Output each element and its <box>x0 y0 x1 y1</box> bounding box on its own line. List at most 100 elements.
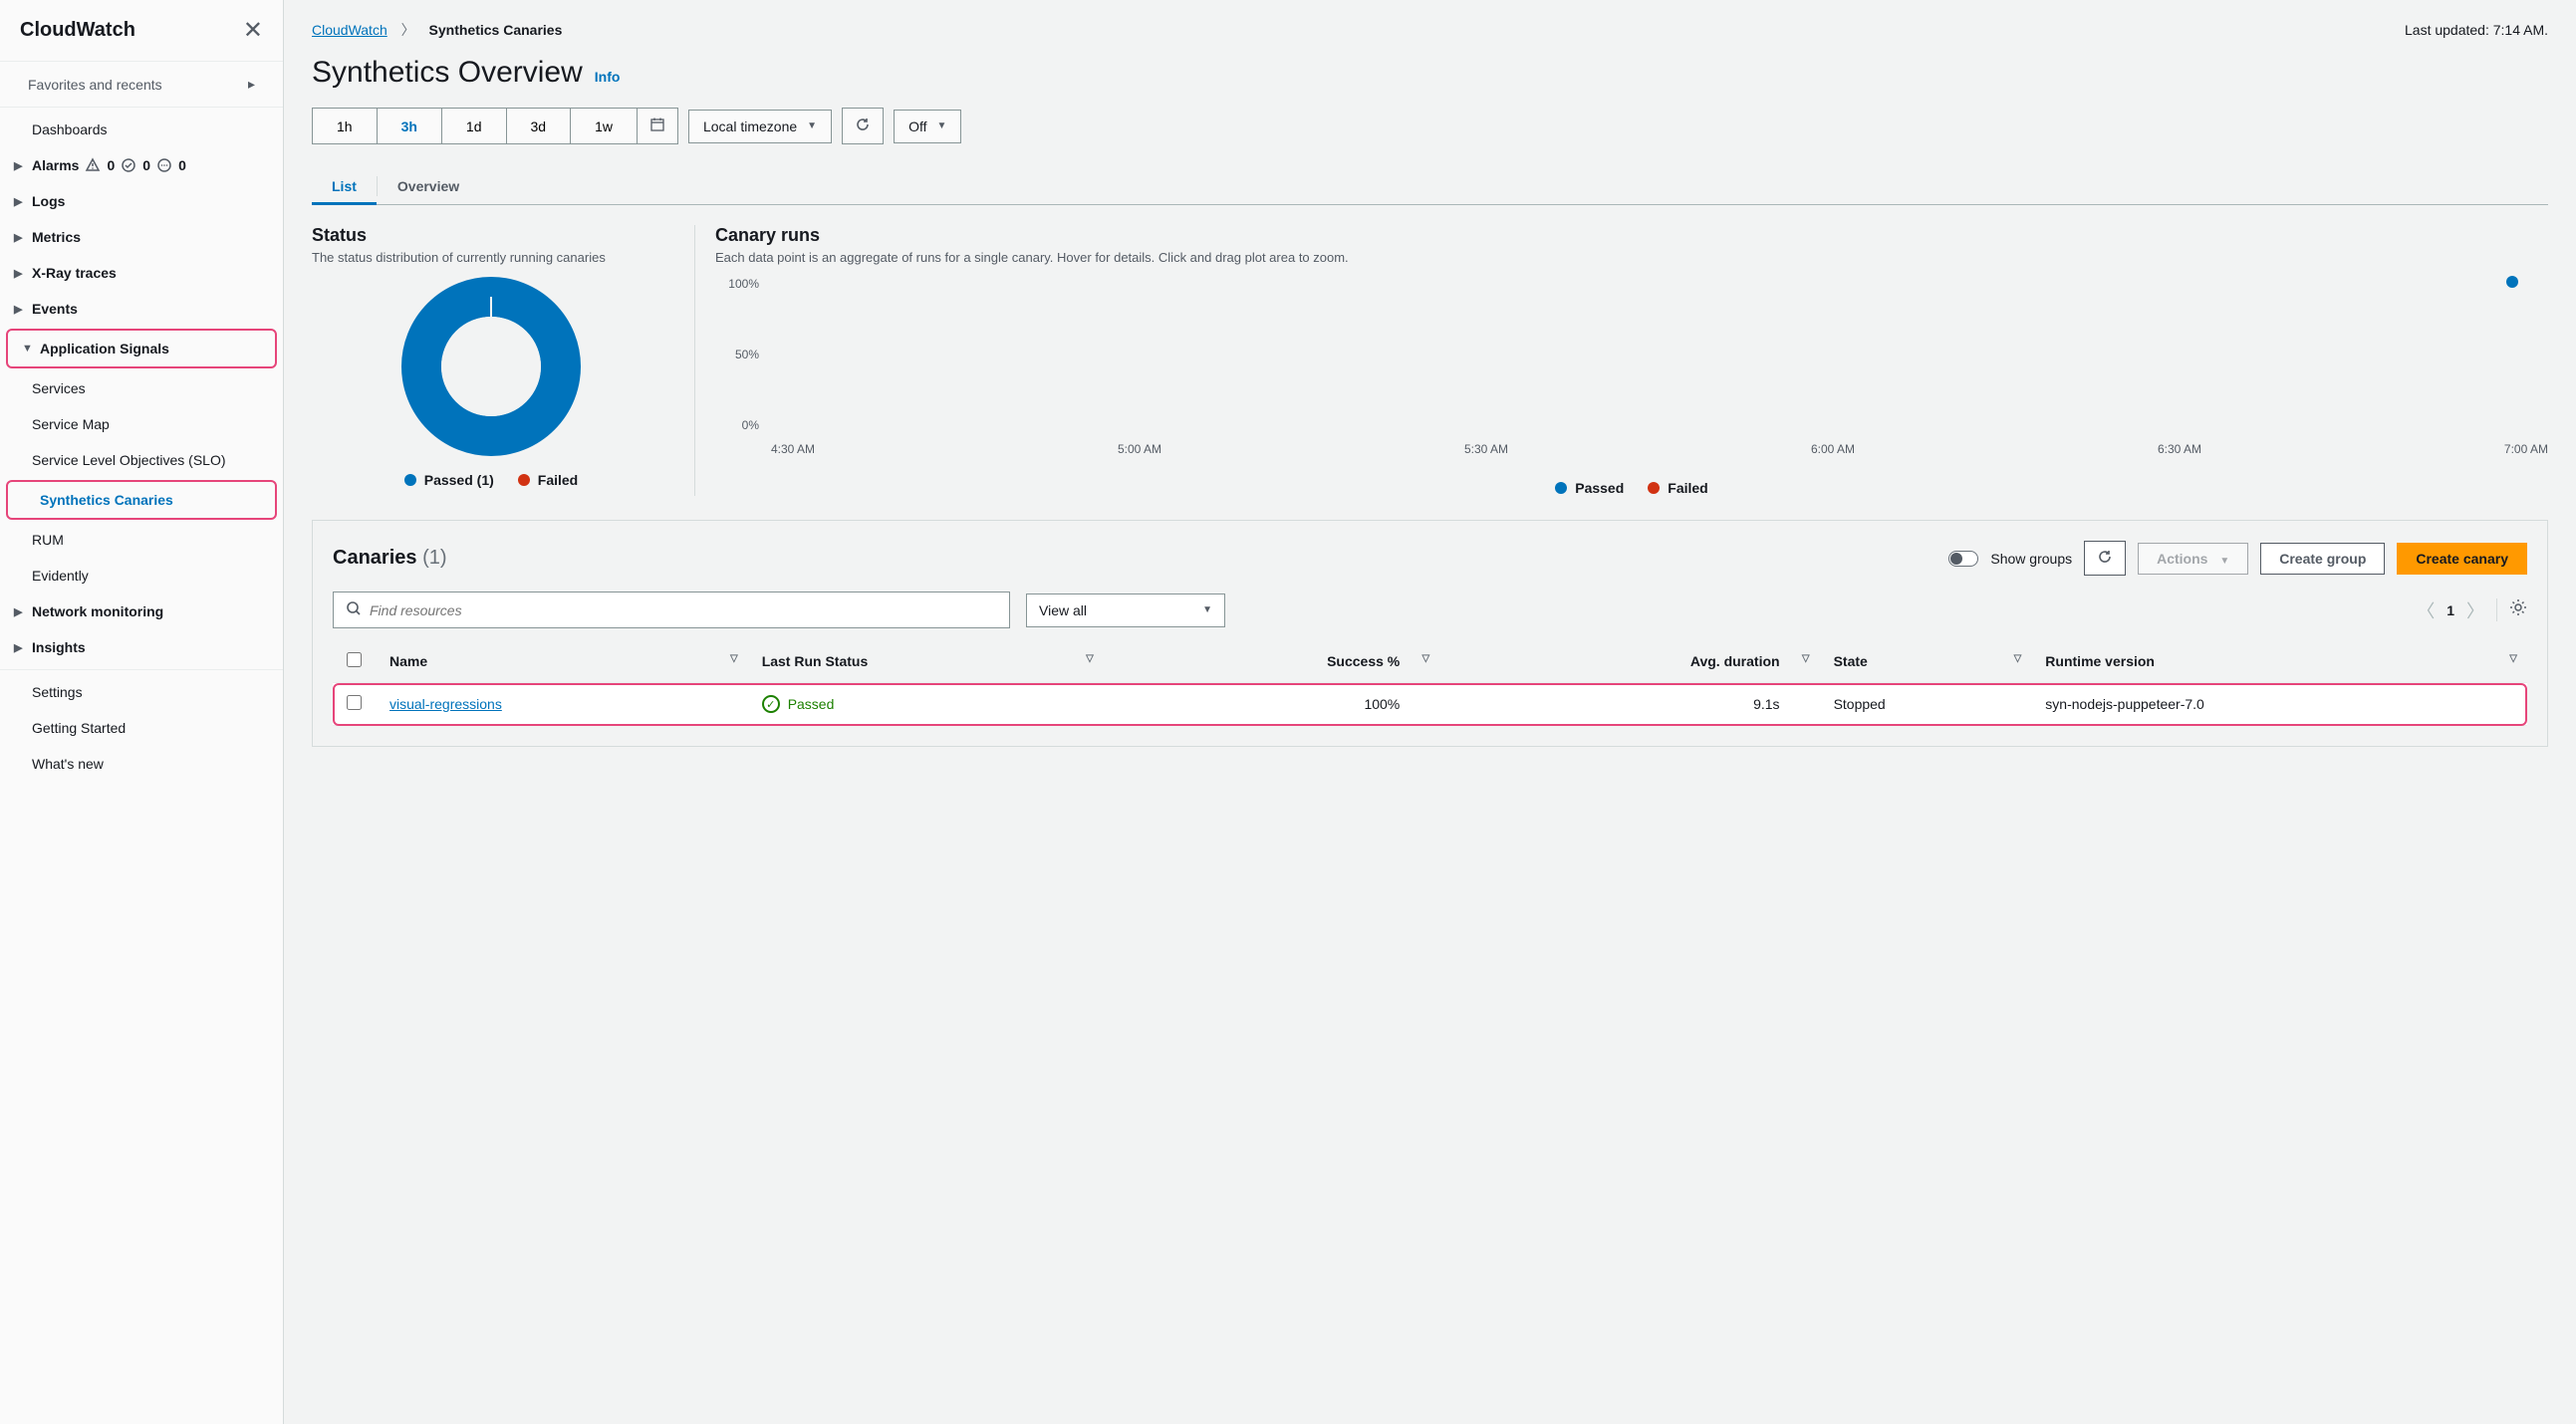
caret-down-icon: ▼ <box>2219 556 2229 567</box>
favorites-recents[interactable]: Favorites and recents ▸ <box>0 62 283 108</box>
sidebar: CloudWatch ✕ Favorites and recents ▸ Das… <box>0 0 284 1424</box>
alarm-badges: 0 0 0 <box>85 157 185 173</box>
sidebar-item-insights[interactable]: ▶ Insights <box>0 629 283 665</box>
col-success[interactable]: Success %▽ <box>1104 640 1439 683</box>
runs-chart-subtitle: Each data point is an aggregate of runs … <box>715 250 2548 265</box>
runtime-version: syn-nodejs-puppeteer-7.0 <box>2031 683 2527 726</box>
dot-icon <box>1555 482 1567 494</box>
col-last-run[interactable]: Last Run Status▽ <box>748 640 1104 683</box>
favorites-label: Favorites and recents <box>28 77 162 93</box>
sidebar-item-evidently[interactable]: Evidently <box>0 558 283 593</box>
caret-right-icon: ▶ <box>14 641 28 654</box>
tab-overview[interactable]: Overview <box>378 168 479 204</box>
col-runtime[interactable]: Runtime version▽ <box>2031 640 2527 683</box>
next-page-button[interactable]: 〉 <box>2466 597 2484 623</box>
canaries-panel: Canaries (1) Show groups Actions ▼ <box>312 520 2548 747</box>
sidebar-item-rum[interactable]: RUM <box>0 522 283 558</box>
sidebar-item-service-map[interactable]: Service Map <box>0 406 283 442</box>
sidebar-title: CloudWatch <box>20 19 135 42</box>
prev-page-button[interactable]: 〈 <box>2417 597 2435 623</box>
create-canary-button[interactable]: Create canary <box>2397 543 2527 575</box>
success-pct: 100% <box>1104 683 1439 726</box>
tab-list[interactable]: List <box>312 168 377 204</box>
dot-icon <box>404 474 416 486</box>
caret-right-icon: ▸ <box>248 76 255 93</box>
show-groups-label: Show groups <box>1990 551 2072 567</box>
row-checkbox[interactable] <box>347 695 362 710</box>
check-circle-icon <box>121 157 136 173</box>
breadcrumb: CloudWatch 〉 Synthetics Canaries <box>312 20 562 40</box>
canary-name-link[interactable]: visual-regressions <box>389 696 502 712</box>
refresh-button[interactable] <box>842 108 884 144</box>
gear-icon[interactable] <box>2496 598 2527 621</box>
sort-icon: ▽ <box>1422 653 1430 664</box>
select-all-checkbox[interactable] <box>347 652 362 667</box>
sidebar-item-slo[interactable]: Service Level Objectives (SLO) <box>0 442 283 478</box>
close-icon[interactable]: ✕ <box>243 16 263 45</box>
time-range-1h[interactable]: 1h <box>313 109 378 143</box>
donut-chart <box>401 277 581 456</box>
canaries-title: Canaries (1) <box>333 547 447 570</box>
main-content: CloudWatch 〉 Synthetics Canaries Last up… <box>284 0 2576 1424</box>
filter-dropdown[interactable]: View all ▼ <box>1026 593 1225 627</box>
sidebar-item-synthetics-canaries[interactable]: Synthetics Canaries <box>8 482 275 518</box>
sidebar-item-whats-new[interactable]: What's new <box>0 746 283 782</box>
actions-button[interactable]: Actions ▼ <box>2138 543 2248 575</box>
status-chart-title: Status <box>312 225 670 246</box>
y-axis: 100% 50% 0% <box>715 277 765 432</box>
refresh-button[interactable] <box>2084 541 2126 576</box>
search-box[interactable] <box>333 592 1010 628</box>
search-input[interactable] <box>370 602 997 618</box>
triangle-alert-icon <box>85 157 101 173</box>
sort-icon: ▽ <box>1802 653 1810 664</box>
time-range-3h[interactable]: 3h <box>378 109 442 143</box>
state: Stopped <box>1820 683 2032 726</box>
time-range-1d[interactable]: 1d <box>442 109 507 143</box>
sidebar-item-metrics[interactable]: ▶ Metrics <box>0 219 283 255</box>
table-row[interactable]: visual-regressions ✓ Passed 100% 9.1s St… <box>333 683 2527 726</box>
sidebar-item-events[interactable]: ▶ Events <box>0 291 283 327</box>
col-avg-duration[interactable]: Avg. duration▽ <box>1439 640 1819 683</box>
calendar-icon <box>649 119 665 135</box>
current-page: 1 <box>2447 602 2454 618</box>
legend-passed: Passed <box>1555 480 1624 496</box>
caret-down-icon: ▼ <box>807 120 817 131</box>
sort-icon: ▽ <box>730 653 738 664</box>
col-state[interactable]: State▽ <box>1820 640 2032 683</box>
sidebar-item-xray[interactable]: ▶ X-Ray traces <box>0 255 283 291</box>
scatter-chart[interactable]: 100% 50% 0% 4:30 AM 5:00 AM 5:30 AM 6:00… <box>715 277 2548 456</box>
col-name[interactable]: Name▽ <box>376 640 748 683</box>
dot-icon <box>518 474 530 486</box>
sidebar-item-application-signals[interactable]: ▼ Application Signals <box>8 331 275 366</box>
sidebar-item-network-monitoring[interactable]: ▶ Network monitoring <box>0 593 283 629</box>
time-range-1w[interactable]: 1w <box>571 109 638 143</box>
avg-duration: 9.1s <box>1439 683 1819 726</box>
breadcrumb-current: Synthetics Canaries <box>429 22 563 38</box>
sort-icon: ▽ <box>1086 653 1094 664</box>
sidebar-item-getting-started[interactable]: Getting Started <box>0 710 283 746</box>
sidebar-item-dashboards[interactable]: Dashboards <box>0 112 283 147</box>
sidebar-item-logs[interactable]: ▶ Logs <box>0 183 283 219</box>
page-title: Synthetics Overview <box>312 56 583 90</box>
calendar-button[interactable] <box>638 109 677 143</box>
create-group-button[interactable]: Create group <box>2260 543 2385 575</box>
legend-failed: Failed <box>518 472 578 488</box>
caret-right-icon: ▶ <box>14 231 28 244</box>
caret-right-icon: ▶ <box>14 267 28 280</box>
refresh-icon <box>855 120 871 135</box>
caret-down-icon: ▼ <box>936 120 946 131</box>
sidebar-item-services[interactable]: Services <box>0 370 283 406</box>
auto-refresh-dropdown[interactable]: Off ▼ <box>894 110 961 143</box>
breadcrumb-root[interactable]: CloudWatch <box>312 22 387 38</box>
runs-chart-panel: Canary runs Each data point is an aggreg… <box>694 225 2548 496</box>
sidebar-item-alarms[interactable]: ▶ Alarms 0 0 0 <box>0 147 283 183</box>
sort-icon: ▽ <box>2509 653 2517 664</box>
caret-down-icon: ▼ <box>1202 604 1212 615</box>
sidebar-item-settings[interactable]: Settings <box>0 674 283 710</box>
show-groups-toggle[interactable] <box>1948 551 1978 567</box>
time-range-3d[interactable]: 3d <box>507 109 572 143</box>
time-range-selector: 1h 3h 1d 3d 1w <box>312 108 678 144</box>
info-link[interactable]: Info <box>595 69 621 85</box>
timezone-dropdown[interactable]: Local timezone ▼ <box>688 110 832 143</box>
dot-icon <box>1648 482 1660 494</box>
